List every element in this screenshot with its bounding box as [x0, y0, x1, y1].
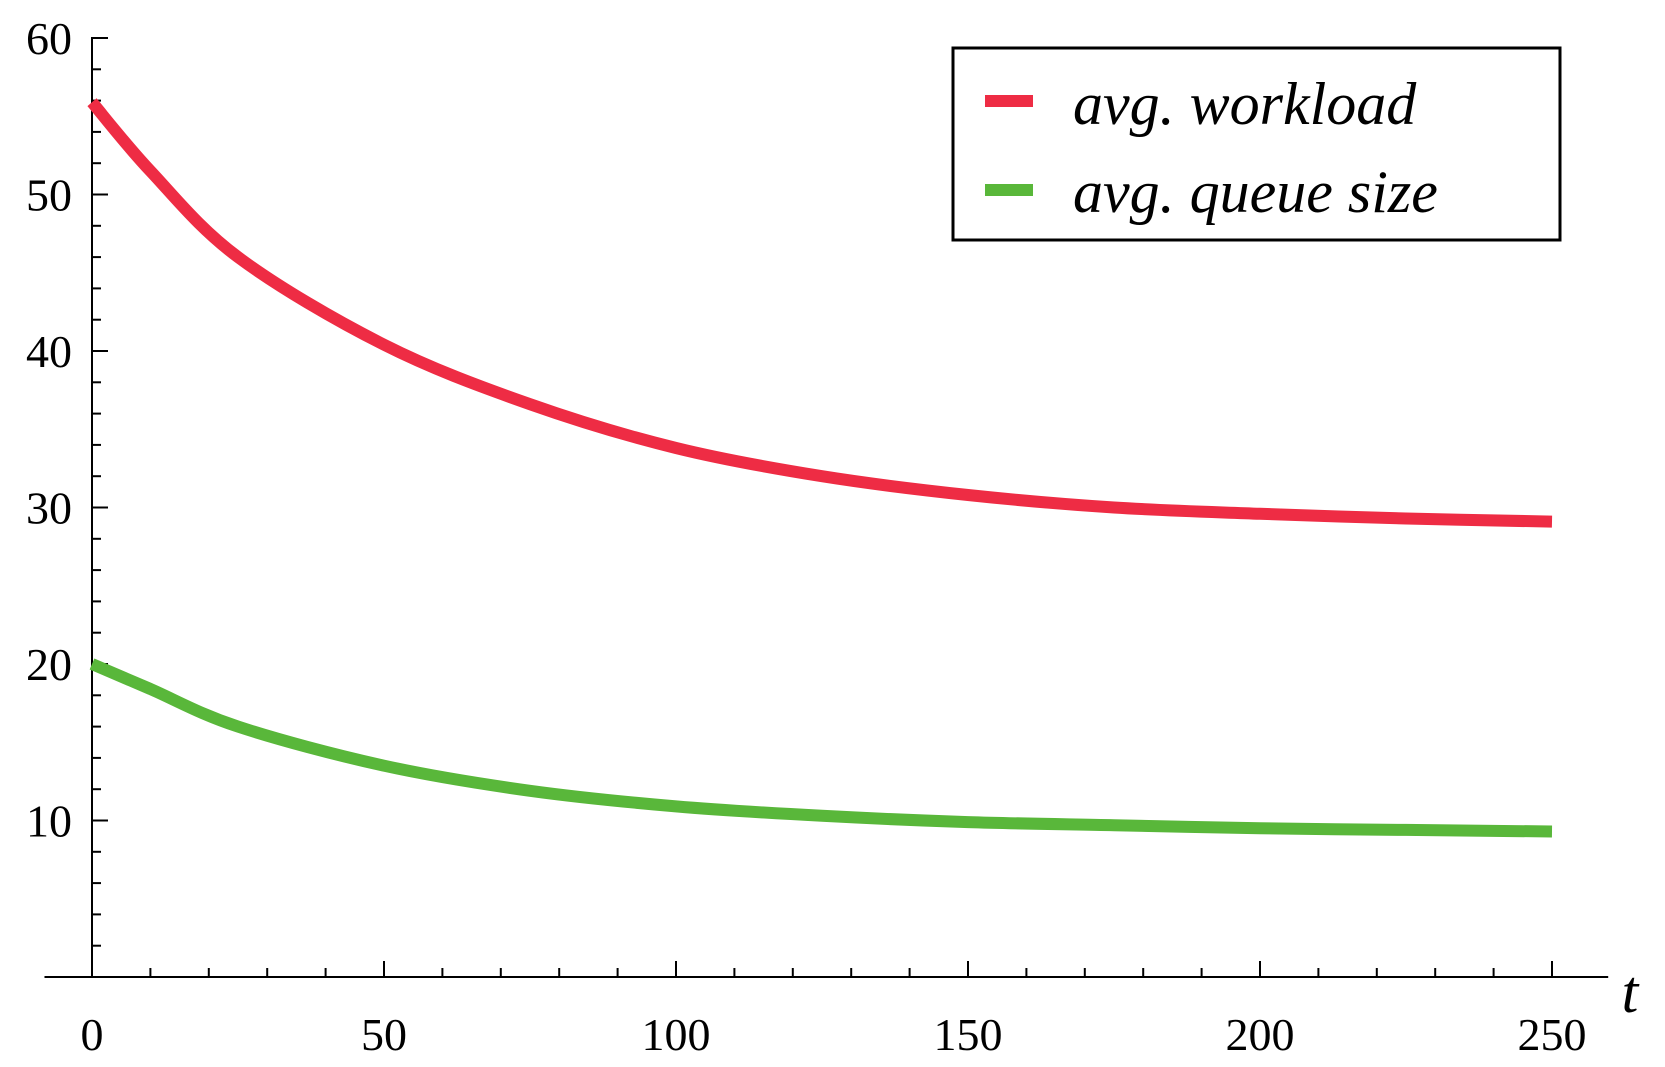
y-tick-label: 30 — [26, 483, 72, 534]
x-tick-label: 250 — [1518, 1009, 1587, 1060]
series-line-avg-workload — [87, 98, 1553, 528]
legend-label-queue: avg. queue size — [1073, 159, 1438, 225]
x-axis-title: t — [1622, 959, 1640, 1025]
legend-box — [951, 46, 1562, 242]
x-tick-label: 100 — [642, 1009, 711, 1060]
x-tick-label: 0 — [81, 1009, 104, 1060]
x-tick-label: 50 — [361, 1009, 407, 1060]
y-tick-label: 10 — [26, 796, 72, 847]
y-tick-label: 50 — [26, 170, 72, 221]
axes: 0 50 100 150 200 250 10 20 30 40 50 60 — [26, 13, 1609, 1060]
y-tick-label: 40 — [26, 326, 72, 377]
legend: avg. workload avg. queue size — [951, 46, 1562, 242]
y-tick-label: 60 — [26, 13, 72, 64]
series-layer — [87, 98, 1553, 838]
y-tick-label: 20 — [26, 639, 72, 690]
series-line-avg-queue-size — [89, 658, 1553, 838]
legend-label-workload: avg. workload — [1073, 71, 1417, 137]
x-tick-label: 150 — [934, 1009, 1003, 1060]
x-tick-label: 200 — [1226, 1009, 1295, 1060]
